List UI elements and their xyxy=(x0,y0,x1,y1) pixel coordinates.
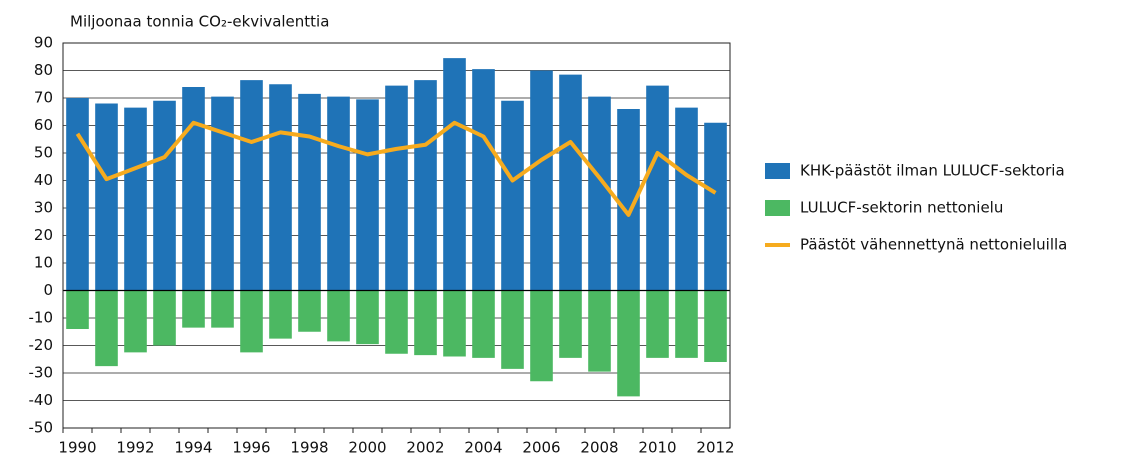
x-tick-label: 2008 xyxy=(580,439,618,457)
bar xyxy=(617,109,640,291)
x-tick-label: 1992 xyxy=(116,439,154,457)
x-tick-label: 2002 xyxy=(406,439,444,457)
bar xyxy=(443,290,466,357)
bar xyxy=(646,85,669,291)
y-tick-label: 30 xyxy=(34,199,53,217)
legend-label: Päästöt vähennettynä nettonieluilla xyxy=(800,236,1067,254)
bar xyxy=(240,80,263,291)
bar xyxy=(66,98,89,291)
bar xyxy=(704,122,727,291)
bar xyxy=(414,290,437,356)
bar xyxy=(269,84,292,291)
x-tick-label: 2006 xyxy=(522,439,560,457)
bar xyxy=(617,290,640,397)
y-tick-label: 80 xyxy=(34,61,53,79)
y-tick-label: 0 xyxy=(43,281,53,299)
y-tick-label: 50 xyxy=(34,144,53,162)
y-tick-label: -10 xyxy=(29,309,54,327)
x-tick-label: 1998 xyxy=(290,439,328,457)
legend-swatch xyxy=(765,163,790,179)
y-tick-label: 60 xyxy=(34,116,53,134)
bar xyxy=(530,70,553,291)
bar xyxy=(211,290,234,328)
bar xyxy=(298,93,321,291)
bar xyxy=(704,290,727,362)
bar xyxy=(269,290,292,339)
y-tick-label: 20 xyxy=(34,226,53,244)
bar xyxy=(501,100,524,291)
legend-swatch xyxy=(765,200,790,216)
y-tick-label: -50 xyxy=(29,419,54,437)
y-tick-label: 70 xyxy=(34,89,53,107)
bar xyxy=(443,58,466,291)
bar xyxy=(153,100,176,291)
bar xyxy=(327,96,350,291)
bar xyxy=(124,107,147,291)
legend-label: LULUCF-sektorin nettonielu xyxy=(800,199,1003,217)
bar xyxy=(414,80,437,291)
plot-frame xyxy=(62,42,731,429)
x-tick-label: 2000 xyxy=(348,439,386,457)
bar xyxy=(646,290,669,358)
bar xyxy=(530,290,553,382)
line xyxy=(75,120,717,217)
bar xyxy=(472,69,495,291)
x-tick-label: 2010 xyxy=(638,439,676,457)
bar xyxy=(95,103,118,291)
bar xyxy=(675,290,698,358)
y-tick-label: -30 xyxy=(29,364,54,382)
bar xyxy=(211,96,234,291)
bar xyxy=(298,290,321,332)
bar xyxy=(182,290,205,328)
bar xyxy=(501,290,524,369)
x-tick-label: 1994 xyxy=(174,439,212,457)
x-tick-label: 1996 xyxy=(232,439,270,457)
bar xyxy=(385,290,408,354)
bar xyxy=(675,107,698,291)
bar xyxy=(124,290,147,353)
bar xyxy=(588,290,611,372)
y-tick-label: -40 xyxy=(29,391,54,409)
bar xyxy=(327,290,350,342)
legend-label: KHK-päästöt ilman LULUCF-sektoria xyxy=(800,162,1065,180)
bar xyxy=(240,290,263,353)
y-tick-label: 10 xyxy=(34,254,53,272)
bar xyxy=(356,99,379,291)
bar xyxy=(559,290,582,358)
y-tick-label: 40 xyxy=(34,171,53,189)
bar xyxy=(66,290,89,329)
bar xyxy=(95,290,118,367)
bar xyxy=(385,85,408,291)
bar xyxy=(559,74,582,291)
y-tick-label: 90 xyxy=(34,34,53,52)
chart-title: Miljoonaa tonnia CO₂-ekvivalenttia xyxy=(70,13,329,31)
x-tick-label: 2012 xyxy=(696,439,734,457)
x-tick-label: 2004 xyxy=(464,439,502,457)
bar xyxy=(182,87,205,291)
bar xyxy=(356,290,379,345)
y-tick-label: -20 xyxy=(29,336,54,354)
bar xyxy=(588,96,611,291)
bar xyxy=(472,290,495,358)
bar xyxy=(153,290,176,346)
x-tick-label: 1990 xyxy=(58,439,96,457)
